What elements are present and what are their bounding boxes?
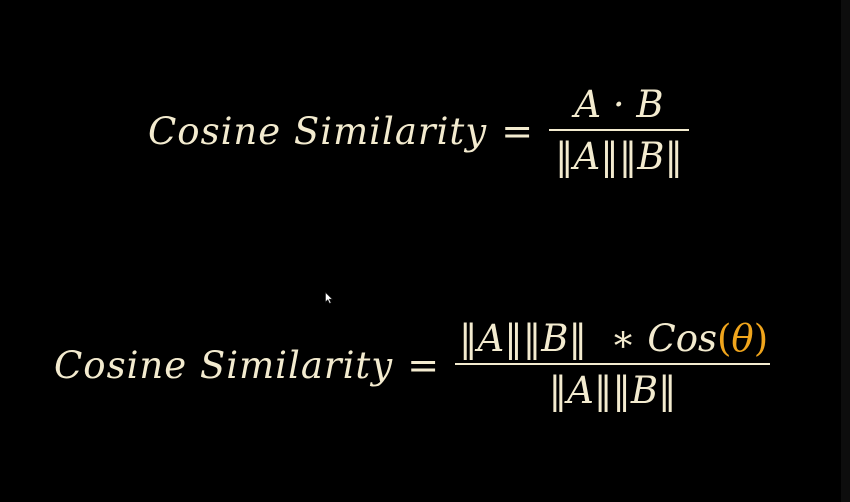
norms-product: ‖A‖‖B‖ [459,317,587,360]
theta-symbol: θ [731,317,754,360]
cos-function: Cos [647,317,717,360]
fraction-denominator: ‖A‖‖B‖ [555,135,683,178]
fraction: A · B ‖A‖‖B‖ [549,83,689,179]
fraction-numerator: ‖A‖‖B‖ ∗ Cos(θ) [455,317,770,361]
equals-sign: = [501,109,534,153]
cosine-similarity-expansion: Cosine Similarity = ‖A‖‖B‖ ∗ Cos(θ) ‖A‖‖… [54,317,771,413]
equation-lhs: Cosine Similarity [148,109,488,153]
cosine-similarity-definition: Cosine Similarity = A · B ‖A‖‖B‖ [148,83,689,179]
equals-sign: = [407,343,440,387]
fraction-bar [455,363,771,365]
mouse-pointer-icon [325,292,333,304]
multiply-operator: ∗ [610,317,636,360]
paren-open: ( [716,317,732,360]
paren-close: ) [753,317,769,360]
equation-lhs: Cosine Similarity [54,343,394,387]
frame-edge [841,0,850,502]
fraction: ‖A‖‖B‖ ∗ Cos(θ) ‖A‖‖B‖ [455,317,771,413]
fraction-denominator: ‖A‖‖B‖ [548,369,677,412]
fraction-bar [549,129,689,131]
fraction-numerator: A · B [574,83,664,126]
